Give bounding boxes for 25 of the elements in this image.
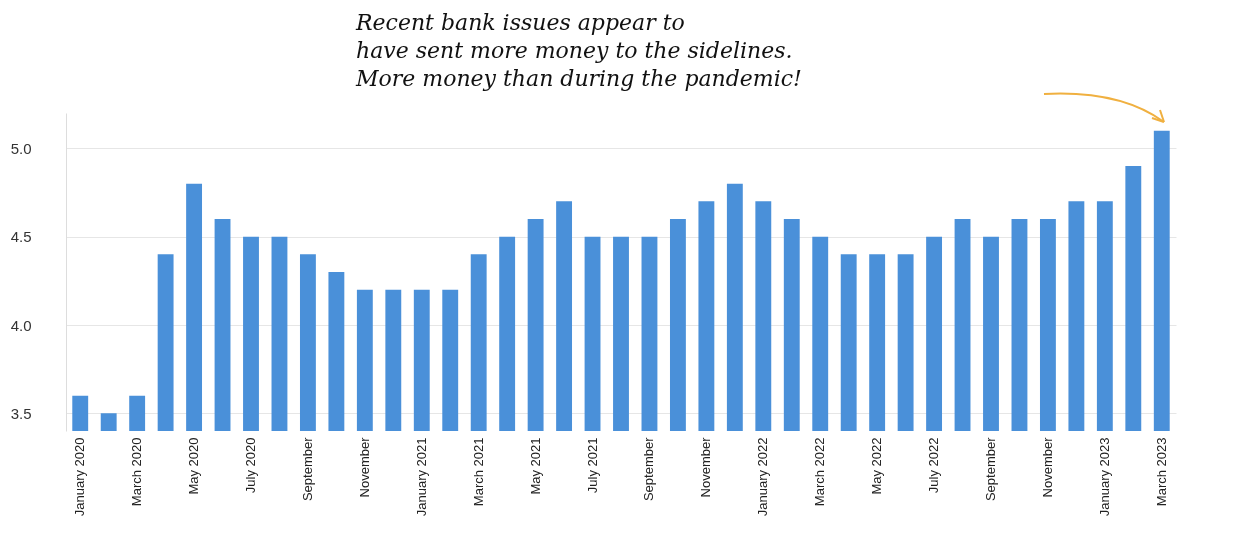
x-tick-label: March 2020: [129, 437, 145, 507]
y-tick-label: 3.5: [10, 404, 32, 422]
x-tick-label: March 2023: [1153, 437, 1169, 507]
x-tick-label: March 2021: [470, 437, 486, 507]
x-tick-label: January 2020: [72, 437, 88, 517]
x-tick-label: March 2022: [812, 437, 828, 507]
text: Recent bank issues appear to have sent more money to the sidelines. More money than during the pandemic!: [355, 10, 802, 91]
x-tick-label: November: [1039, 436, 1055, 498]
x-tick-label: September: [299, 436, 315, 502]
x-tick-label: January 2023: [1096, 437, 1112, 517]
y-tick-label: 4.5: [10, 228, 32, 246]
x-tick-label: July 2022: [926, 437, 942, 494]
x-tick-label: January 2021: [413, 437, 429, 517]
x-tick-label: July 2021: [584, 437, 600, 494]
y-tick-label: 5.0: [10, 139, 32, 157]
x-tick-label: May 2021: [527, 437, 543, 495]
x-tick-label: January 2022: [755, 437, 771, 517]
x-tick-label: May 2020: [186, 437, 202, 495]
y-tick-label: 4.0: [10, 316, 32, 334]
x-tick-label: November: [698, 436, 714, 498]
x-tick-label: May 2022: [869, 437, 885, 495]
x-tick-label: September: [983, 436, 998, 502]
x-tick-label: July 2020: [243, 437, 258, 494]
x-tick-label: November: [356, 436, 372, 498]
x-tick-label: September: [641, 436, 657, 502]
